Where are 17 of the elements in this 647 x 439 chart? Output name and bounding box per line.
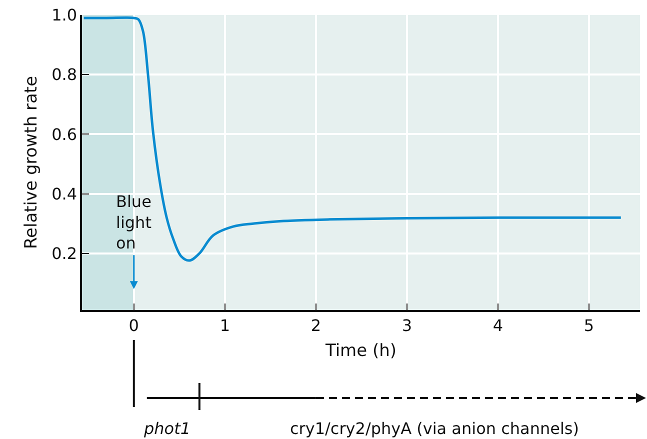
text: phot1: [143, 419, 191, 438]
y-tick-label: 0.8: [52, 65, 78, 84]
y-tick-label: 1.0: [52, 6, 78, 25]
annotation: Blue light on: [116, 192, 152, 253]
y-axis-title: Relative growth rate: [22, 76, 42, 250]
text: cry1/cry2/phyA (via anion channels): [290, 419, 579, 438]
x-tick-label: 1: [220, 316, 230, 335]
x-tick-label: 4: [492, 316, 504, 335]
y-tick-label: 0.6: [52, 124, 78, 144]
line-series: [82, 16, 622, 262]
x-tick-label: 2: [310, 316, 322, 335]
y-tick-label: 0.4: [52, 184, 78, 204]
x-tick-label: 0: [128, 316, 139, 335]
x-axis-title: Time (h): [324, 340, 397, 361]
y-tick-label: 0.2: [52, 244, 78, 263]
x-tick-label: 5: [584, 316, 594, 335]
x-tick-label: 3: [402, 316, 412, 335]
